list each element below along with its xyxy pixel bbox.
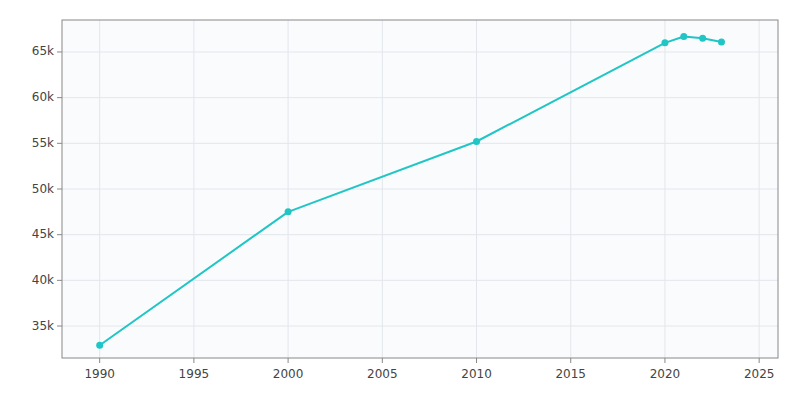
tick-x — [99, 358, 100, 363]
grid-line-x — [759, 20, 760, 358]
tick-y — [57, 326, 62, 327]
tick-x — [570, 358, 571, 363]
tick-y — [57, 51, 62, 52]
grid-line-x — [99, 20, 100, 358]
tick-x — [288, 358, 289, 363]
tick-label-y: 55k — [32, 136, 54, 150]
tick-label-x: 2010 — [461, 367, 492, 381]
tick-y — [57, 234, 62, 235]
tick-label-x: 1995 — [179, 367, 210, 381]
tick-label-x: 2025 — [744, 367, 775, 381]
tick-label-y: 50k — [32, 182, 54, 196]
grid-line-x — [476, 20, 477, 358]
tick-x — [664, 358, 665, 363]
marker — [699, 35, 706, 42]
tick-y — [57, 143, 62, 144]
plot-frame — [62, 20, 778, 358]
chart: 35k 40k 45k 50k 55k 60k 65k 1990 1995 2000 2005 201… — [0, 0, 800, 400]
tick-label-x: 1990 — [84, 367, 115, 381]
tick-x — [476, 358, 477, 363]
grid-line-y — [62, 189, 778, 190]
tick-y — [57, 280, 62, 281]
tick-label-x: 2000 — [273, 367, 304, 381]
tick-label-x: 2015 — [555, 367, 586, 381]
tick-label-y: 35k — [32, 319, 54, 333]
tick-label-y: 40k — [32, 273, 54, 287]
grid-line-x — [288, 20, 289, 358]
marker — [661, 39, 668, 46]
tick-x — [759, 358, 760, 363]
tick-label-y: 60k — [32, 90, 54, 104]
grid-line-y — [62, 51, 778, 52]
grid-line-x — [570, 20, 571, 358]
marker — [285, 208, 292, 215]
marker — [473, 138, 480, 145]
grid — [62, 20, 778, 358]
marker — [718, 38, 725, 45]
tick-label-y: 45k — [32, 227, 54, 241]
axes: 35k 40k 45k 50k 55k 60k 65k 1990 1995 2000 2005 201… — [32, 20, 778, 381]
grid-line-y — [62, 234, 778, 235]
tick-label-x: 2020 — [650, 367, 681, 381]
marker — [96, 342, 103, 349]
tick-x — [382, 358, 383, 363]
tick-label-y: 65k — [32, 44, 54, 58]
marker — [680, 33, 687, 40]
tick-y — [57, 189, 62, 190]
grid-line-y — [62, 326, 778, 327]
tick-y — [57, 97, 62, 98]
grid-line-x — [664, 20, 665, 358]
plot-area — [62, 20, 778, 358]
grid-line-y — [62, 97, 778, 98]
series — [96, 33, 725, 349]
grid-line-y — [62, 280, 778, 281]
grid-line-x — [382, 20, 383, 358]
tick-label-x: 2005 — [367, 367, 398, 381]
line — [100, 36, 722, 345]
grid-line-x — [193, 20, 194, 358]
tick-x — [193, 358, 194, 363]
grid-line-y — [62, 143, 778, 144]
